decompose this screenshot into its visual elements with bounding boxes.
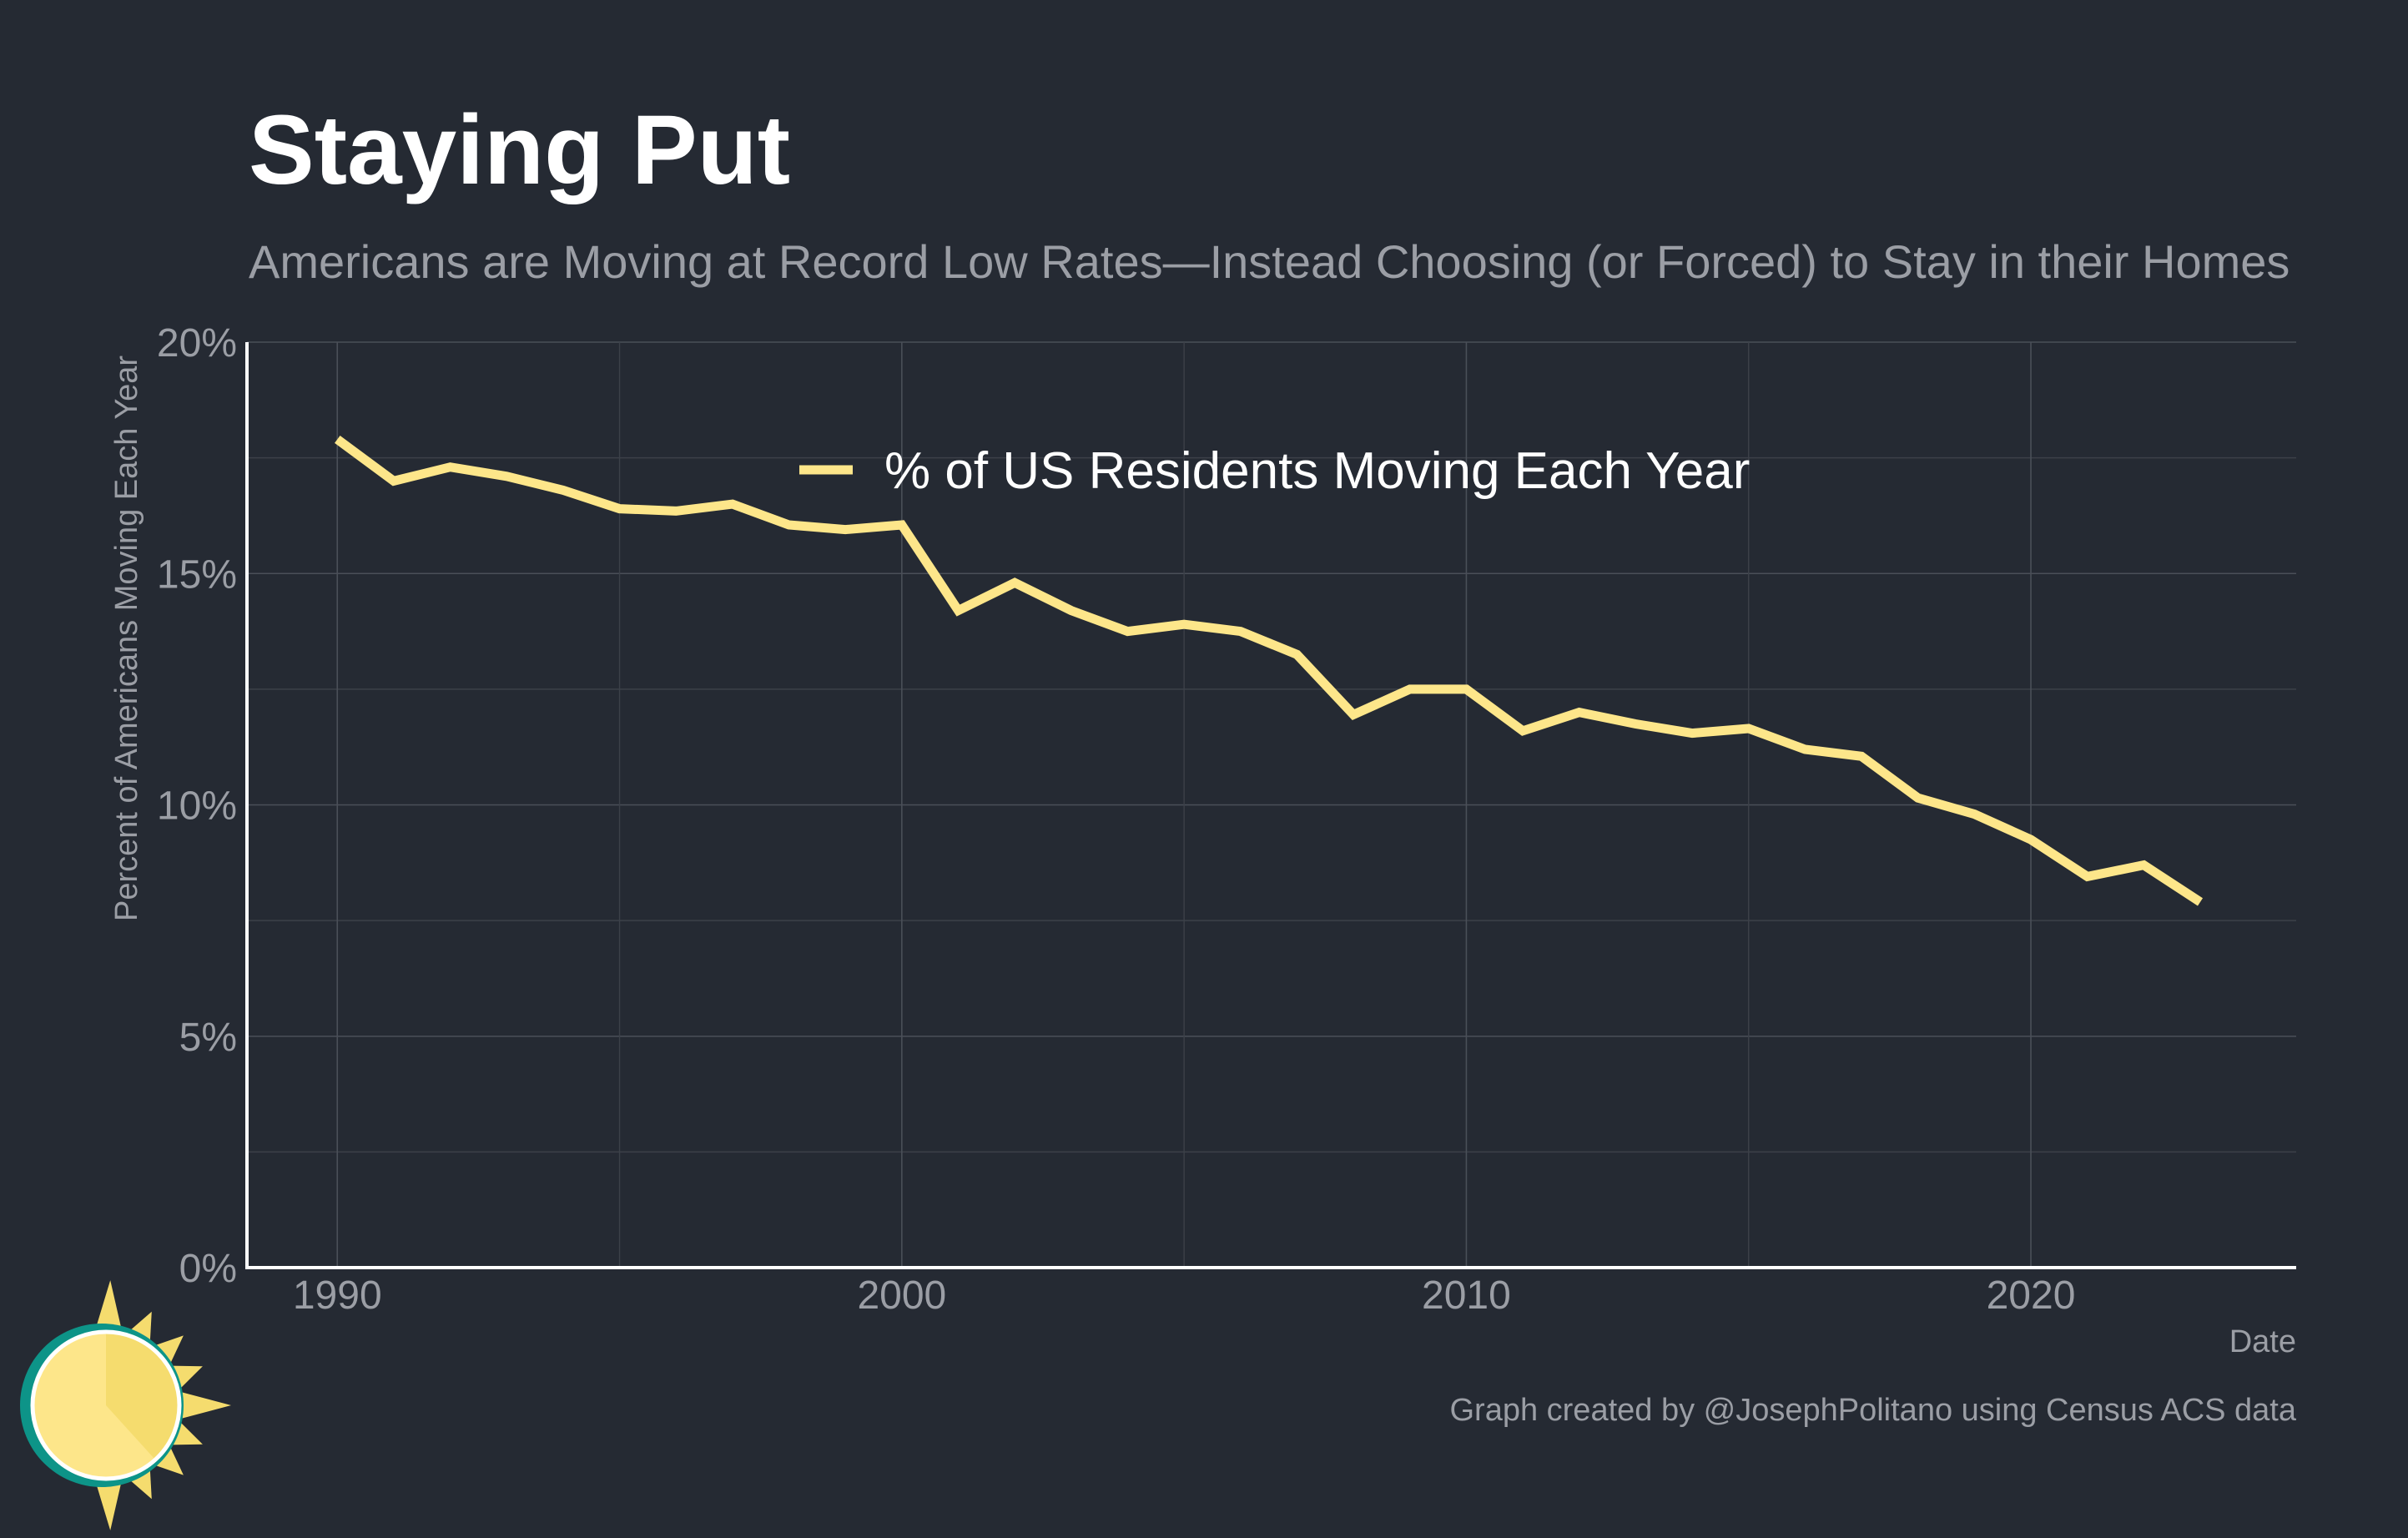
logo-sun-shade	[106, 1332, 179, 1460]
chart-title: Staying Put	[249, 95, 790, 205]
grid-lines	[247, 341, 2296, 1268]
legend: % of US Residents Moving Each Year	[799, 442, 1750, 500]
sun-ray	[148, 1440, 184, 1475]
chart-caption: Graph created by @JosephPolitano using C…	[1449, 1393, 2296, 1428]
y-tick-label: 15%	[157, 552, 237, 597]
x-tick-label: 2010	[1422, 1273, 1511, 1318]
y-tick-label: 20%	[157, 321, 237, 366]
y-axis-title: Percent of Americans Moving Each Year	[109, 356, 144, 921]
x-tick-label: 2000	[857, 1273, 946, 1318]
sun-ray	[148, 1335, 184, 1370]
series-layer	[335, 435, 2204, 906]
x-tick-label: 2020	[1987, 1273, 2076, 1318]
sun-ray	[93, 1280, 123, 1337]
y-axis-ticks: 0% 5% 10% 15% 20%	[157, 321, 237, 1291]
y-tick-label: 5%	[179, 1016, 237, 1060]
sun-rays	[93, 1280, 231, 1530]
series-line	[335, 435, 2204, 906]
chart-subtitle: Americans are Moving at Record Low Rates…	[249, 235, 2290, 288]
x-tick-label: 1990	[293, 1273, 382, 1318]
y-tick-label: 10%	[157, 784, 237, 829]
sun-ray	[175, 1390, 231, 1420]
y-tick-label: 0%	[179, 1247, 237, 1291]
x-axis-ticks: 1990 2000 2010 2020	[293, 1273, 2076, 1318]
legend-label: % of US Residents Moving Each Year	[884, 442, 1750, 500]
logo-sun-outline	[30, 1329, 182, 1481]
x-axis-title: Date	[2229, 1324, 2296, 1359]
sun-logo-icon	[20, 1280, 231, 1530]
sun-ray	[93, 1474, 123, 1530]
